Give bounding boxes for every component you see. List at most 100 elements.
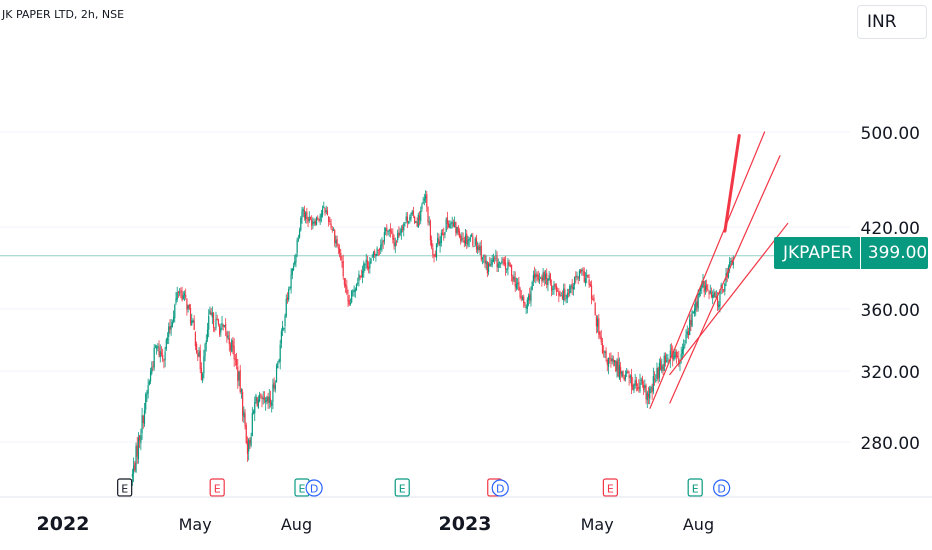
candle-body xyxy=(154,346,157,348)
x-tick-label: Aug xyxy=(281,515,312,534)
candle-body xyxy=(235,359,238,366)
candle-body xyxy=(399,232,401,236)
candle-body xyxy=(369,261,371,269)
candle-body xyxy=(378,248,381,251)
candle-body xyxy=(377,249,379,251)
candle-body xyxy=(195,343,198,353)
candle-body xyxy=(366,260,369,268)
candle-body xyxy=(307,218,309,222)
candle-body xyxy=(309,216,312,220)
candle-body xyxy=(391,231,393,233)
candle-body xyxy=(553,284,555,290)
candle-body xyxy=(623,377,625,381)
candle-body xyxy=(229,344,232,350)
x-tick-label: Aug xyxy=(683,515,714,534)
candle-body xyxy=(452,222,455,227)
candle-body xyxy=(519,288,521,297)
trendline[interactable] xyxy=(723,134,741,233)
earnings-marker[interactable]: E xyxy=(117,478,133,497)
trendline[interactable] xyxy=(669,155,781,404)
candle-body xyxy=(273,382,275,389)
candle-body xyxy=(416,222,418,226)
dividend-marker[interactable]: D xyxy=(491,479,509,497)
candle-body xyxy=(512,276,514,282)
candle-body xyxy=(572,286,574,290)
candle-body xyxy=(431,240,433,248)
candle-body xyxy=(275,365,278,383)
earnings-marker[interactable]: E xyxy=(687,478,703,497)
candle-body xyxy=(141,415,143,434)
candle-body xyxy=(508,262,510,266)
candle-body xyxy=(233,345,235,360)
candle-body xyxy=(571,283,573,289)
candle-body xyxy=(271,402,273,406)
candle-body xyxy=(537,274,539,280)
x-tick-label: May xyxy=(179,515,212,534)
candle-body xyxy=(152,365,154,367)
candle-body xyxy=(296,239,298,254)
candle-body xyxy=(420,210,422,221)
candle-body xyxy=(601,343,604,353)
candle-body xyxy=(595,316,597,327)
candle-body xyxy=(335,240,337,244)
candle-body xyxy=(438,239,440,245)
candle-body xyxy=(357,282,359,284)
candle-body xyxy=(432,247,434,255)
candles xyxy=(131,190,734,486)
earnings-marker[interactable]: E xyxy=(209,478,225,497)
candle-body xyxy=(708,292,710,295)
candle-body xyxy=(300,218,302,231)
candle-body xyxy=(311,219,313,226)
candle-body xyxy=(197,353,199,358)
candle-body xyxy=(298,230,301,238)
candle-body xyxy=(713,292,715,297)
candle-body xyxy=(485,260,487,265)
candle-body xyxy=(509,265,511,267)
candle-body xyxy=(248,439,250,452)
dividend-marker[interactable]: D xyxy=(305,479,323,497)
candle-body xyxy=(375,253,377,257)
candle-body xyxy=(441,232,444,235)
candle-body xyxy=(243,411,245,418)
candle-body xyxy=(471,234,473,237)
candle-body xyxy=(278,360,280,363)
candle-body xyxy=(358,273,360,282)
earnings-marker[interactable]: E xyxy=(394,478,410,497)
candle-body xyxy=(557,290,559,292)
candle-body xyxy=(257,399,259,409)
candle-body xyxy=(400,229,402,234)
trendline[interactable] xyxy=(649,131,766,409)
candle-body xyxy=(668,360,670,362)
candle-body xyxy=(437,238,439,244)
earnings-marker[interactable]: E xyxy=(602,478,618,497)
candle-body xyxy=(704,285,707,291)
candle-body xyxy=(592,299,594,301)
candle-body xyxy=(555,286,558,292)
event-label: E xyxy=(299,483,306,496)
candle-body xyxy=(267,396,269,404)
candle-body xyxy=(494,257,496,259)
candle-body xyxy=(328,216,330,223)
candle-body xyxy=(269,398,272,404)
currency-selector[interactable]: INR xyxy=(857,5,927,39)
candle-body xyxy=(221,323,223,326)
candle-body xyxy=(684,343,686,346)
candle-body xyxy=(246,440,249,454)
candle-body xyxy=(577,277,579,279)
candle-body xyxy=(418,215,421,220)
trendline[interactable] xyxy=(669,222,789,376)
candle-body xyxy=(646,392,648,400)
event-label: E xyxy=(399,483,406,496)
candle-body xyxy=(570,285,572,287)
candle-body xyxy=(376,248,378,256)
candle-body xyxy=(651,387,653,393)
candle-body xyxy=(265,400,267,403)
candle-body xyxy=(605,350,607,359)
dividend-marker[interactable]: D xyxy=(713,479,731,497)
candle-body xyxy=(670,348,673,350)
candle-body xyxy=(193,320,195,330)
candle-body xyxy=(680,353,682,361)
candle-body xyxy=(429,221,432,241)
candle-body xyxy=(440,232,442,244)
